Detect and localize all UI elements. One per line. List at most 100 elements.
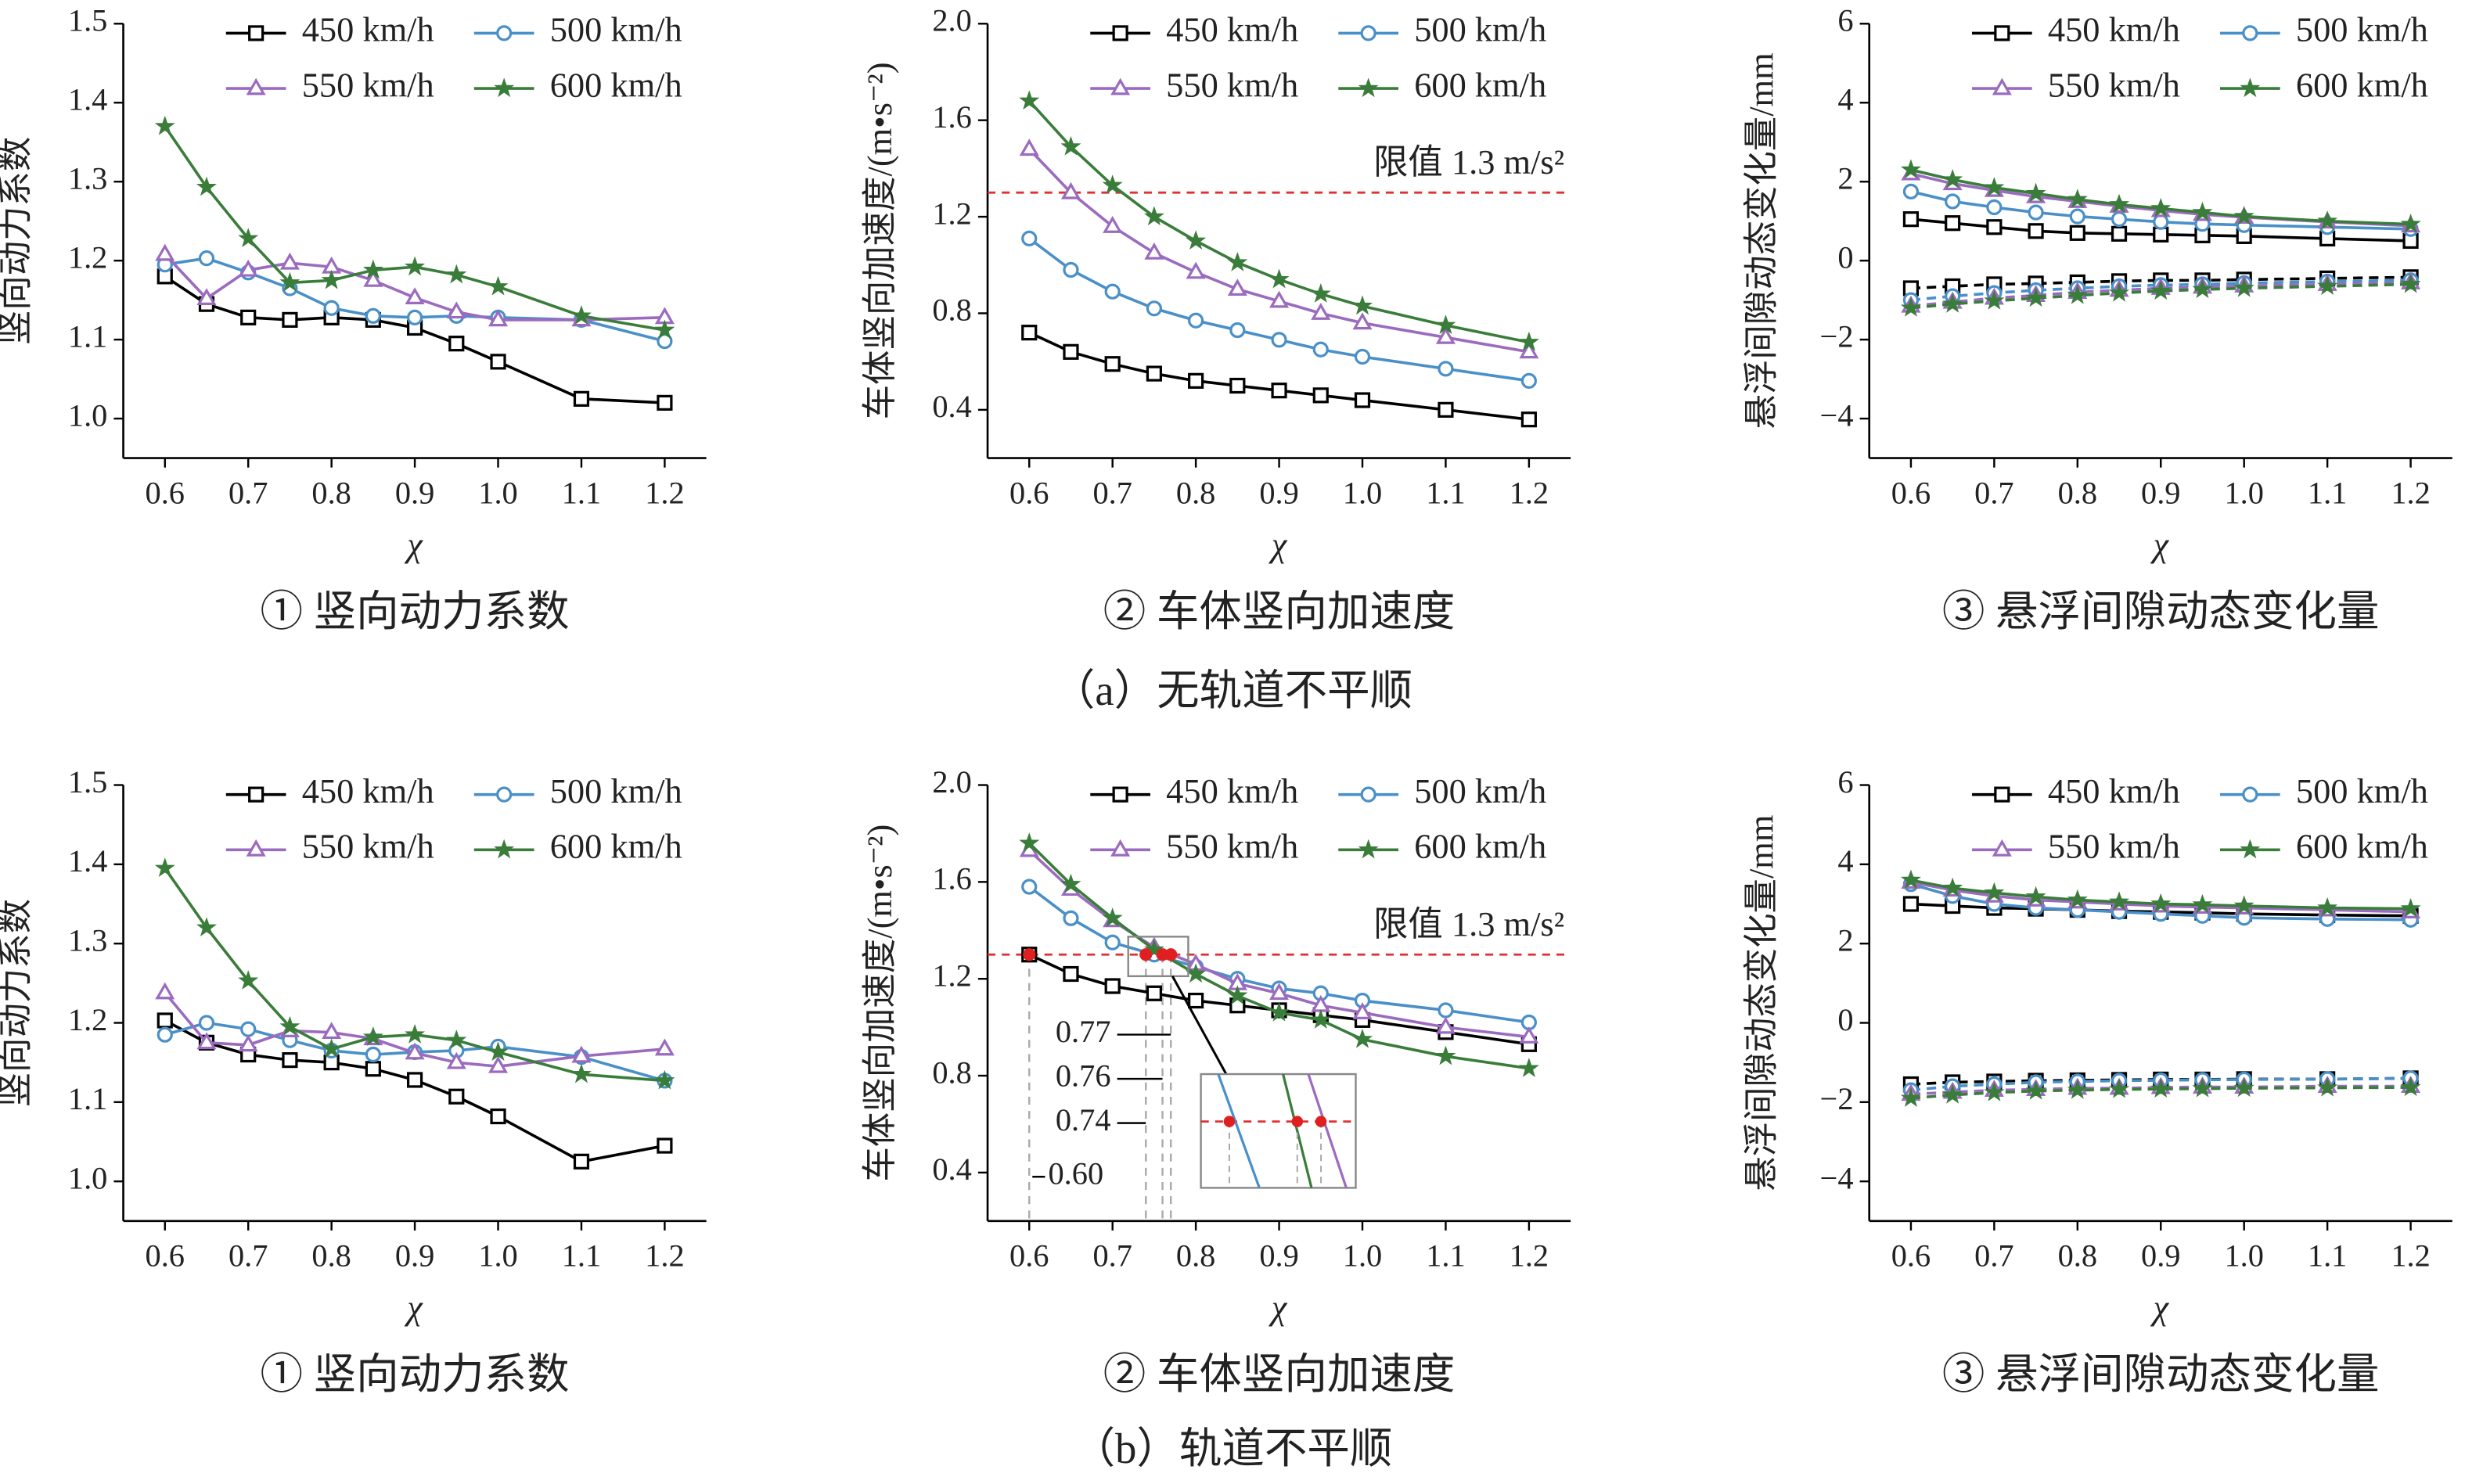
marker [405,256,426,276]
marker [1435,314,1456,334]
marker [154,115,175,135]
legend-label: 550 km/h [1166,826,1298,865]
y-tick-label: 1.6 [932,861,971,897]
marker [406,309,423,325]
marker [1902,896,1920,912]
marker [365,307,381,324]
zoom-connector [1171,976,1228,1075]
marker [2109,891,2130,911]
legend-label: 500 km/h [1414,771,1546,810]
marker [446,301,466,319]
x-tick-label: 1.1 [1426,1238,1465,1274]
marker [1063,343,1079,360]
legend-label: 550 km/h [2048,65,2180,104]
crossing-label: 0.74 [1056,1102,1111,1137]
marker [1902,183,1920,199]
marker [282,311,298,328]
crossing-point [1156,948,1169,961]
y-axis-label: 悬浮间隙动态变化量/mm [1742,52,1781,429]
legend-marker [494,839,515,859]
marker [1060,873,1081,893]
marker [196,288,217,306]
legend-marker [496,25,513,41]
marker [1060,135,1081,156]
legend-label: 600 km/h [1414,65,1546,104]
marker [657,394,673,411]
marker [1945,193,1961,210]
marker [196,1032,217,1050]
y-tick-label: 1.6 [932,99,971,135]
x-tick-label: 0.9 [1259,1238,1298,1274]
x-tick-label: 1.2 [1510,475,1549,510]
legend-marker [2240,77,2261,98]
marker [2400,214,2421,233]
x-tick-label: 1.0 [1343,1238,1382,1274]
marker [238,970,259,990]
marker [2233,205,2254,225]
marker [1143,939,1164,959]
marker [1310,1009,1331,1029]
y-tick-label: 2.0 [932,3,971,38]
legend-label: 600 km/h [550,826,682,865]
marker [446,1051,466,1069]
marker [1942,169,1963,189]
legend-label: 550 km/h [2048,826,2180,865]
marker [405,1042,425,1060]
marker [279,252,300,270]
marker [448,336,465,352]
marker [238,1034,258,1052]
x-tick-label: 1.2 [2391,1238,2430,1274]
x-tick-label: 0.6 [1009,1238,1049,1274]
marker [1268,268,1290,289]
y-axis-label: 竖向动力系数 [0,137,34,345]
marker [2028,204,2044,221]
marker [1520,372,1537,389]
marker [1942,1084,1963,1104]
x-tick-label: 0.9 [2141,1238,2180,1274]
subtitle: ② 车体竖向加速度 [1103,1350,1456,1398]
legend-label: 500 km/h [2296,771,2428,810]
y-tick-label: 2 [1837,160,1853,196]
marker [2067,1079,2088,1099]
marker [362,259,383,279]
marker [1269,983,1290,1001]
marker [365,1046,381,1063]
marker [1146,365,1163,382]
y-tick-label: 1.3 [68,922,107,958]
inset-box [1200,1073,1357,1189]
marker [1438,401,1454,418]
crossing-label: 0.77 [1056,1014,1111,1049]
marker [1188,372,1204,389]
marker [365,1061,381,1077]
x-tick-label: 0.6 [146,475,185,510]
y-tick-label: 1.0 [68,397,107,433]
x-tick-label: 1.2 [645,1238,684,1274]
marker [1984,177,2005,196]
x-axis-label: χ [404,1288,423,1327]
marker [570,1063,592,1083]
marker [2150,1078,2172,1098]
zoom-box [1127,936,1189,978]
legend-marker [2242,786,2258,803]
marker [1143,206,1164,226]
marker [2028,223,2044,239]
y-tick-label: −2 [1820,318,1854,354]
x-tick-label: 1.0 [2224,1238,2263,1274]
x-tick-label: 0.8 [311,475,351,510]
y-tick-label: 1.2 [68,239,107,275]
x-tick-label: 0.7 [1974,1238,2013,1274]
legend-marker [1358,77,1379,98]
y-tick-label: 0.4 [932,389,971,424]
marker [240,1021,257,1037]
crossing-label: 0.60 [1048,1156,1103,1191]
marker [2192,278,2213,299]
marker [488,309,509,327]
marker [1902,211,1920,228]
marker [1354,348,1371,365]
marker [2317,1076,2338,1097]
y-tick-label: 0.8 [932,293,971,328]
marker [238,228,259,247]
legend-marker [1112,786,1128,803]
x-tick-label: 0.8 [2058,1238,2097,1274]
x-tick-label: 1.1 [562,475,601,510]
